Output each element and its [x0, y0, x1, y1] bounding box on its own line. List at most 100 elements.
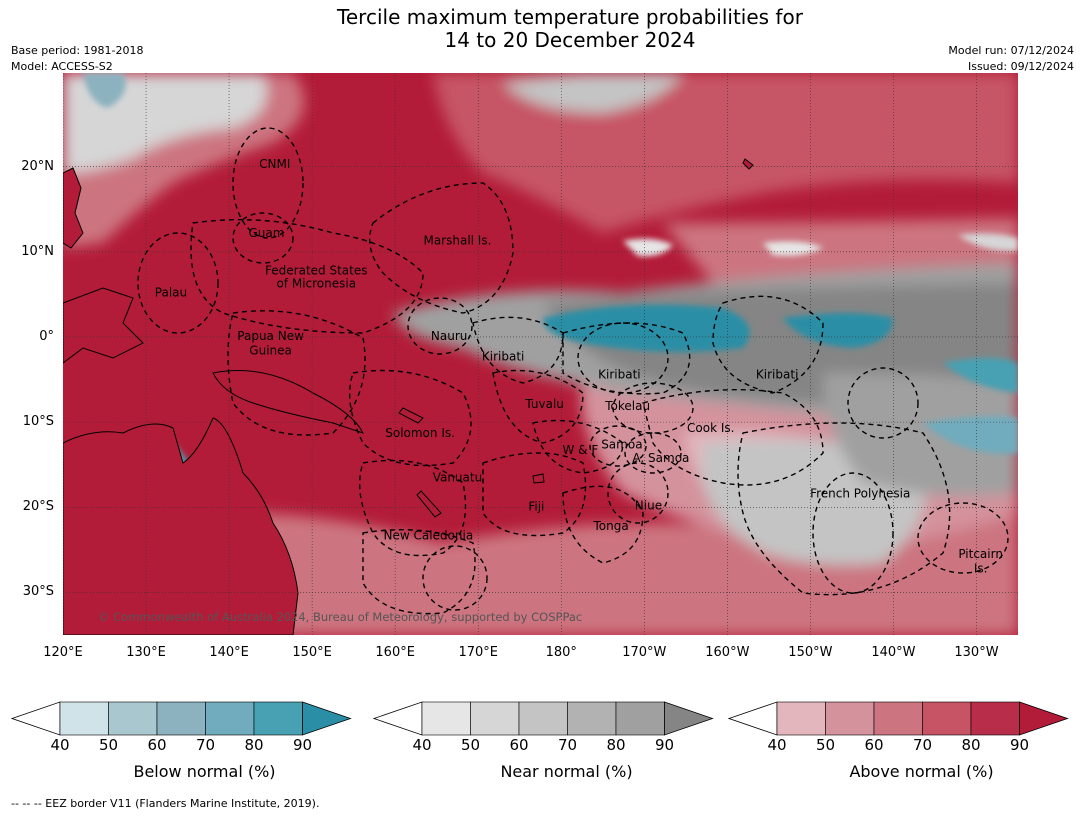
region-label: Tokelau — [604, 399, 650, 413]
colorbar-tick-label: 80 — [961, 736, 981, 754]
field-above-north — [433, 73, 1018, 233]
colorbar-swatch — [873, 701, 923, 736]
colorbar-min-arrow — [11, 701, 61, 736]
region-label: Kiribati — [598, 367, 640, 381]
eez-cook — [642, 388, 824, 486]
colorbar-swatch — [108, 701, 158, 736]
longitude-tick-label: 160°E — [375, 645, 415, 660]
region-label: Kiribati — [756, 367, 798, 381]
coast-fiji — [532, 473, 545, 484]
colorbar-tick-label: 40 — [767, 736, 787, 754]
longitude-tick-label: 140°W — [871, 645, 916, 660]
coast-australia — [63, 417, 299, 635]
colorbar-tick-label: 80 — [606, 736, 626, 754]
map-credit: © Commonwealth of Australia 2024, Bureau… — [98, 610, 582, 624]
colorbar-tick-label: 70 — [195, 736, 216, 754]
map-title: Tercile maximum temperature probabilitie… — [0, 6, 1085, 52]
longitude-tick-label: 170°E — [458, 645, 498, 660]
model-run: Model run: 07/12/2024 — [948, 44, 1074, 57]
colorbar-swatch — [253, 701, 303, 736]
longitude-tick-label: 150°W — [788, 645, 833, 660]
eez-norfolk — [422, 545, 488, 611]
longitude-tick-label: 180° — [545, 645, 577, 660]
colorbar-min-arrow — [728, 701, 778, 736]
field-near-east — [823, 373, 1018, 497]
eez-fsm — [190, 218, 424, 334]
region-label: Is. — [974, 562, 988, 576]
region-label: Vanuatu — [433, 470, 483, 484]
region-label: Solomon Is. — [385, 426, 455, 440]
colorbar-swatch — [970, 701, 1020, 736]
colorbar-swatch — [825, 701, 875, 736]
eez-tokelau — [612, 382, 694, 434]
region-label: New Caledonia — [384, 528, 474, 542]
eez-marquesas — [847, 367, 919, 439]
colorbar-tick-label: 50 — [460, 736, 481, 754]
field-near-north — [503, 73, 683, 113]
colorbar-tick-label: 70 — [557, 736, 578, 754]
region-label: Marshall Is. — [423, 234, 491, 248]
longitude-tick-label: 130°W — [954, 645, 999, 660]
colorbar-max-arrow — [1019, 701, 1069, 736]
eez-marshall — [369, 182, 514, 314]
colorbar-swatch — [59, 701, 109, 736]
title-line-2: 14 to 20 December 2024 — [444, 28, 696, 52]
eez-samoa — [589, 425, 647, 467]
region-label: Federated States — [265, 264, 367, 278]
longitude-tick-label: 160°W — [705, 645, 750, 660]
colorbar-tick-label: 80 — [244, 736, 264, 754]
eez-niue — [607, 462, 669, 524]
eez-png — [227, 310, 366, 436]
colorbar-swatch — [567, 701, 617, 736]
coast-solomon — [398, 407, 424, 424]
colorbar-tick-label: 90 — [292, 736, 313, 754]
region-label: of Micronesia — [276, 276, 356, 290]
latitude-tick-label: 30°S — [22, 584, 54, 600]
probability-map: CNMI Guam Marshall Is. Federated States of M… — [63, 73, 1018, 635]
field-below-east — [943, 358, 1018, 393]
colorbar-1 — [373, 701, 714, 736]
region-label: Guam — [248, 226, 284, 240]
eez-palau — [137, 232, 219, 334]
coast-new-guinea — [212, 370, 364, 434]
colorbar-swatch — [922, 701, 972, 736]
field-near-island-3 — [958, 233, 1018, 252]
eez-tonga — [562, 485, 644, 564]
longitude-tick-label: 140°E — [209, 645, 249, 660]
eez-phoenix — [577, 322, 669, 394]
eez-vanuatu — [358, 459, 467, 557]
colorbar-max-arrow — [664, 701, 714, 736]
colorbar-tick-label: 70 — [912, 736, 933, 754]
eez-fiji — [482, 452, 587, 537]
eez-footnote: -- -- -- EEZ border V11 (Flanders Marine… — [11, 797, 320, 810]
region-label: A. Samoa — [632, 451, 689, 465]
colorbar-tick-label: 50 — [815, 736, 836, 754]
region-label: Nauru — [431, 329, 467, 343]
colorbar-tick-label: 60 — [147, 736, 167, 754]
base-period: Base period: 1981-2018 — [11, 44, 144, 57]
colorbar-title: Near normal (%) — [500, 762, 633, 781]
colorbar-tick-label: 60 — [864, 736, 884, 754]
colorbar-swatch — [205, 701, 255, 736]
field-below-equator-west — [543, 304, 750, 352]
region-label: Kiribati — [482, 350, 524, 364]
colorbar-tick-label: 90 — [1009, 736, 1030, 754]
region-label: Samoa — [601, 437, 642, 451]
colorbar-2 — [728, 701, 1069, 736]
region-label: Palau — [155, 286, 187, 300]
colorbar-tick-label: 90 — [654, 736, 675, 754]
eez-american-samoa — [624, 432, 682, 474]
region-label: Pitcairn — [958, 547, 1003, 561]
coast-new-caledonia — [416, 490, 442, 518]
title-line-1: Tercile maximum temperature probabilitie… — [337, 5, 803, 29]
region-label: Fiji — [528, 499, 544, 513]
colorbar-swatch — [156, 701, 206, 736]
field-below-northwest — [83, 73, 126, 108]
colorbar-tick-label: 50 — [98, 736, 119, 754]
region-label: Guinea — [249, 344, 292, 358]
coast-indonesia — [63, 287, 144, 364]
eez-pitcairn — [917, 502, 1009, 574]
latitude-tick-label: 20°S — [22, 499, 54, 515]
colorbar-swatch — [776, 701, 826, 736]
